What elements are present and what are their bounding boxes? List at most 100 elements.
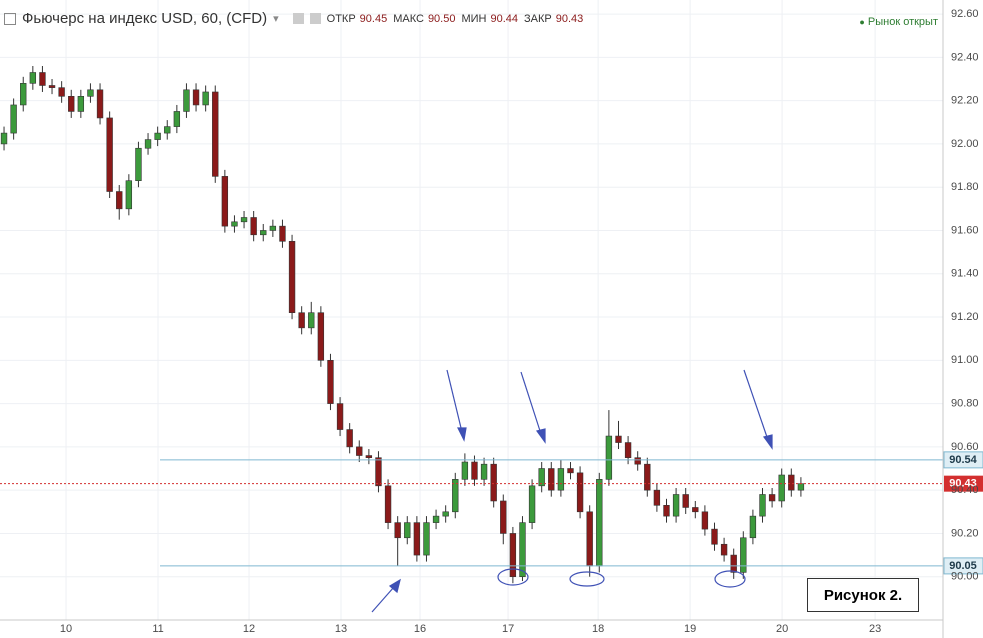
candle-body <box>672 494 680 517</box>
candle-body <box>778 474 785 502</box>
y-tick-label: 90.60 <box>951 441 979 453</box>
candle-body <box>471 461 478 480</box>
y-tick-label: 90.00 <box>951 571 979 583</box>
grid <box>0 0 943 620</box>
candle-body <box>173 111 181 127</box>
level-label: 90.05 <box>949 560 977 572</box>
candle-body <box>596 479 603 567</box>
arrow <box>520 371 542 435</box>
candle-body <box>336 403 344 430</box>
collapse-icon[interactable] <box>4 12 16 25</box>
x-tick-label: 10 <box>60 623 72 635</box>
ohlc-value: 90.50 <box>427 12 456 25</box>
overlay: 90.54 90.05 90.43 <box>0 451 983 575</box>
candle-body <box>394 522 401 539</box>
price-label-box <box>944 475 983 492</box>
candle-body <box>240 217 248 223</box>
candle-body <box>692 507 699 513</box>
figure-label: Рисунок 2. <box>807 578 919 612</box>
price-label: 90.43 <box>949 478 977 490</box>
y-tick-label: 91.60 <box>951 224 979 236</box>
ohlc-label: ЗАКР <box>524 12 552 25</box>
arrow-head <box>762 434 773 450</box>
candle-body <box>384 485 392 523</box>
candle-body <box>480 463 488 480</box>
candle-body <box>356 446 363 456</box>
candle-body <box>624 442 632 458</box>
y-tick-label: 92.00 <box>951 138 979 150</box>
candle-body <box>576 472 584 513</box>
dropdown[interactable]: ▾ <box>273 13 279 25</box>
candle-body <box>375 457 382 487</box>
candle-body <box>308 312 315 329</box>
candles <box>0 66 805 584</box>
candle-body <box>10 104 17 134</box>
candle-body <box>29 72 37 84</box>
candle-body <box>653 489 661 506</box>
y-tick-label: 92.20 <box>951 95 979 107</box>
candle-body <box>432 515 440 523</box>
candle-body <box>663 505 670 517</box>
candle-body <box>96 89 104 119</box>
candle-body <box>0 132 8 145</box>
candle-body <box>231 221 238 227</box>
candle-body <box>317 312 325 361</box>
candle-body <box>135 147 142 181</box>
candle-body <box>519 522 526 578</box>
candle-body <box>759 494 766 517</box>
candle-body <box>788 474 795 491</box>
candle-body <box>442 511 449 517</box>
candle-body <box>740 537 747 573</box>
x-tick-label: 11 <box>152 623 163 635</box>
candle-body <box>615 435 622 443</box>
x-tick-label: 16 <box>414 623 426 635</box>
candle-body <box>87 89 94 97</box>
candle-body <box>327 360 334 404</box>
candle-body <box>212 91 219 177</box>
candle-body <box>528 485 536 523</box>
candle-body <box>58 87 65 97</box>
candle-body <box>125 180 133 210</box>
candle-body <box>605 435 613 480</box>
hide-icon[interactable] <box>309 13 321 24</box>
x-tick-label: 18 <box>592 623 604 635</box>
y-tick-label: 90.80 <box>951 398 979 410</box>
ohlc-label: ОТКР <box>326 12 356 25</box>
level-label: 90.54 <box>949 454 977 466</box>
candle-body <box>586 511 593 567</box>
y-tick-label: 92.40 <box>951 51 979 63</box>
candle-body <box>221 176 229 227</box>
candle-body <box>68 96 75 112</box>
arrow-head <box>388 578 401 594</box>
candle-body <box>490 463 497 502</box>
candle-body <box>567 468 574 474</box>
candle-body <box>346 429 353 448</box>
candle-body <box>77 96 85 112</box>
x-tick-label: 19 <box>684 623 696 635</box>
arrow-head <box>457 427 467 442</box>
candle-body <box>250 217 257 236</box>
candle-body <box>711 528 718 545</box>
arrow <box>743 369 769 441</box>
candle-body <box>404 522 411 539</box>
arrow <box>446 369 463 433</box>
candle-body <box>682 494 689 508</box>
candle-body <box>202 91 209 106</box>
candle-body <box>154 132 161 140</box>
candle-body <box>164 126 171 134</box>
candle-body <box>557 468 565 491</box>
level-label-box <box>943 451 983 469</box>
level-label-box <box>943 557 983 575</box>
candle-body <box>279 225 286 242</box>
header: Фьючерс на индекс USD, 60, (CFD) ▾ ОТКР 9… <box>4 10 589 27</box>
candle-body <box>461 461 469 480</box>
ohlc-values: ОТКР 90.45 МАКС 90.50 МИН 90.44 ЗАКР 90.43 <box>327 13 590 25</box>
x-tick-label: 20 <box>776 623 788 635</box>
candle-body <box>106 117 113 192</box>
candle-body <box>365 455 373 458</box>
x-tick-label: 17 <box>502 623 514 635</box>
settings-icon[interactable] <box>292 13 304 24</box>
candle-body <box>423 522 430 556</box>
